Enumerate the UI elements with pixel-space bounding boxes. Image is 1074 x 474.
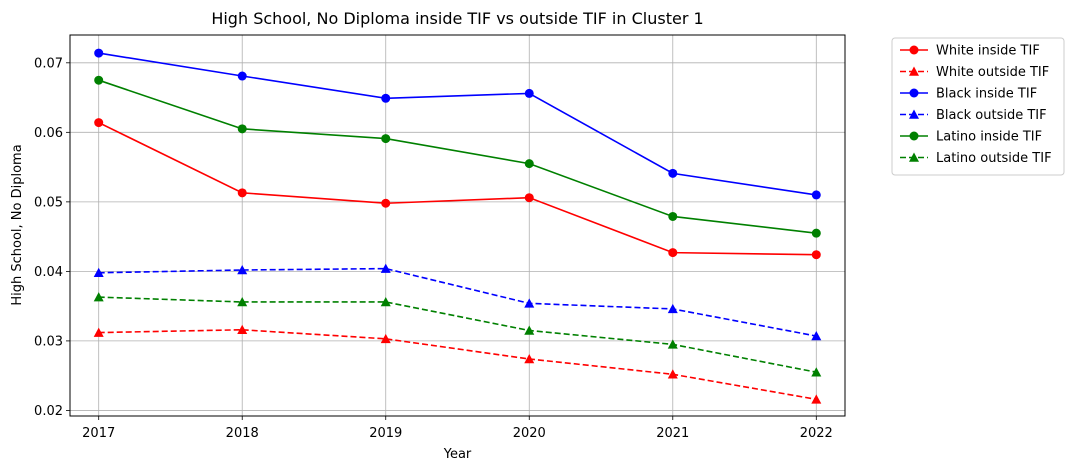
legend-marker bbox=[909, 45, 919, 55]
legend-label: Black inside TIF bbox=[936, 87, 1037, 102]
x-tick-label: 2019 bbox=[369, 426, 402, 441]
series-line bbox=[98, 296, 817, 373]
chart-title: High School, No Diploma inside TIF vs ou… bbox=[211, 9, 703, 28]
legend-label: Latino outside TIF bbox=[936, 151, 1052, 166]
legend-entry: White inside TIF bbox=[900, 44, 1040, 59]
data-point bbox=[524, 193, 534, 203]
x-tick-label: 2021 bbox=[656, 426, 689, 441]
x-tick-label: 2022 bbox=[800, 426, 833, 441]
data-point bbox=[237, 71, 247, 81]
data-point bbox=[93, 327, 104, 337]
series-line bbox=[98, 267, 817, 337]
data-point bbox=[668, 168, 678, 178]
legend-marker bbox=[909, 66, 919, 76]
data-point bbox=[811, 394, 822, 404]
legend-entry: Black outside TIF bbox=[900, 108, 1047, 123]
legend-label: Black outside TIF bbox=[936, 108, 1047, 123]
data-point bbox=[381, 93, 391, 103]
data-point bbox=[237, 264, 248, 275]
data-point bbox=[667, 369, 678, 379]
data-point bbox=[94, 48, 104, 58]
data-point bbox=[811, 228, 821, 238]
data-point bbox=[380, 263, 391, 273]
data-point bbox=[237, 124, 247, 134]
x-tick-label: 2020 bbox=[513, 426, 546, 441]
legend-label: White outside TIF bbox=[936, 65, 1049, 80]
series-2 bbox=[94, 48, 821, 200]
legend-entry: Latino outside TIF bbox=[900, 151, 1052, 166]
series-line bbox=[98, 52, 817, 196]
data-point bbox=[94, 75, 104, 85]
y-tick-label: 0.07 bbox=[34, 56, 63, 71]
series-line bbox=[98, 328, 817, 401]
legend-marker bbox=[909, 109, 919, 119]
data-point bbox=[380, 296, 391, 307]
data-point bbox=[381, 134, 391, 144]
data-point bbox=[93, 267, 104, 278]
series-line bbox=[98, 121, 817, 256]
data-point bbox=[237, 188, 247, 198]
legend-label: White inside TIF bbox=[936, 44, 1040, 59]
legend-entry: White outside TIF bbox=[900, 65, 1049, 80]
series-5 bbox=[93, 292, 822, 377]
legend-marker bbox=[909, 152, 919, 162]
y-tick-label: 0.05 bbox=[34, 195, 63, 210]
series-line bbox=[98, 79, 817, 234]
y-tick-label: 0.04 bbox=[34, 265, 63, 280]
data-point bbox=[524, 159, 534, 169]
data-point bbox=[94, 118, 104, 128]
y-axis-label: High School, No Diploma bbox=[10, 144, 25, 305]
y-tick-label: 0.06 bbox=[34, 126, 63, 141]
data-point bbox=[380, 333, 391, 344]
data-point bbox=[237, 324, 248, 335]
data-point bbox=[381, 198, 391, 208]
legend-box bbox=[891, 37, 1065, 176]
legend-label: Latino inside TIF bbox=[936, 130, 1042, 145]
data-point bbox=[811, 190, 821, 200]
series-4 bbox=[94, 75, 821, 238]
data-point bbox=[524, 88, 534, 98]
data-point bbox=[524, 353, 535, 364]
x-tick-label: 2017 bbox=[82, 426, 115, 441]
x-axis-label: Year bbox=[443, 447, 472, 462]
axis-ticks: 2017 2018 2019 2020 2021 2022 0.02 0.03 0.04 0.05… bbox=[34, 56, 833, 441]
legend-entry: Black inside TIF bbox=[900, 87, 1037, 102]
x-tick-label: 2018 bbox=[226, 426, 259, 441]
legend-marker bbox=[909, 131, 919, 141]
legend-entry: Latino inside TIF bbox=[900, 130, 1042, 145]
data-point bbox=[811, 250, 821, 260]
data-point bbox=[811, 331, 822, 341]
data-point bbox=[668, 248, 678, 258]
legend: White inside TIF White outside TIF Black i… bbox=[891, 37, 1065, 176]
data-point bbox=[237, 296, 248, 307]
data-point bbox=[811, 367, 822, 377]
plot-frame bbox=[69, 34, 846, 417]
data-point bbox=[524, 325, 535, 335]
series-3 bbox=[93, 263, 822, 341]
series-lines bbox=[93, 48, 822, 404]
data-point bbox=[524, 298, 535, 308]
data-point bbox=[93, 292, 104, 302]
data-point bbox=[668, 211, 678, 221]
data-point bbox=[667, 339, 678, 349]
grid bbox=[70, 35, 845, 416]
y-tick-label: 0.02 bbox=[34, 404, 63, 419]
data-point bbox=[667, 303, 678, 314]
y-tick-label: 0.03 bbox=[34, 334, 63, 349]
series-1 bbox=[93, 324, 822, 404]
legend-marker bbox=[909, 88, 919, 98]
series-0 bbox=[94, 118, 821, 260]
